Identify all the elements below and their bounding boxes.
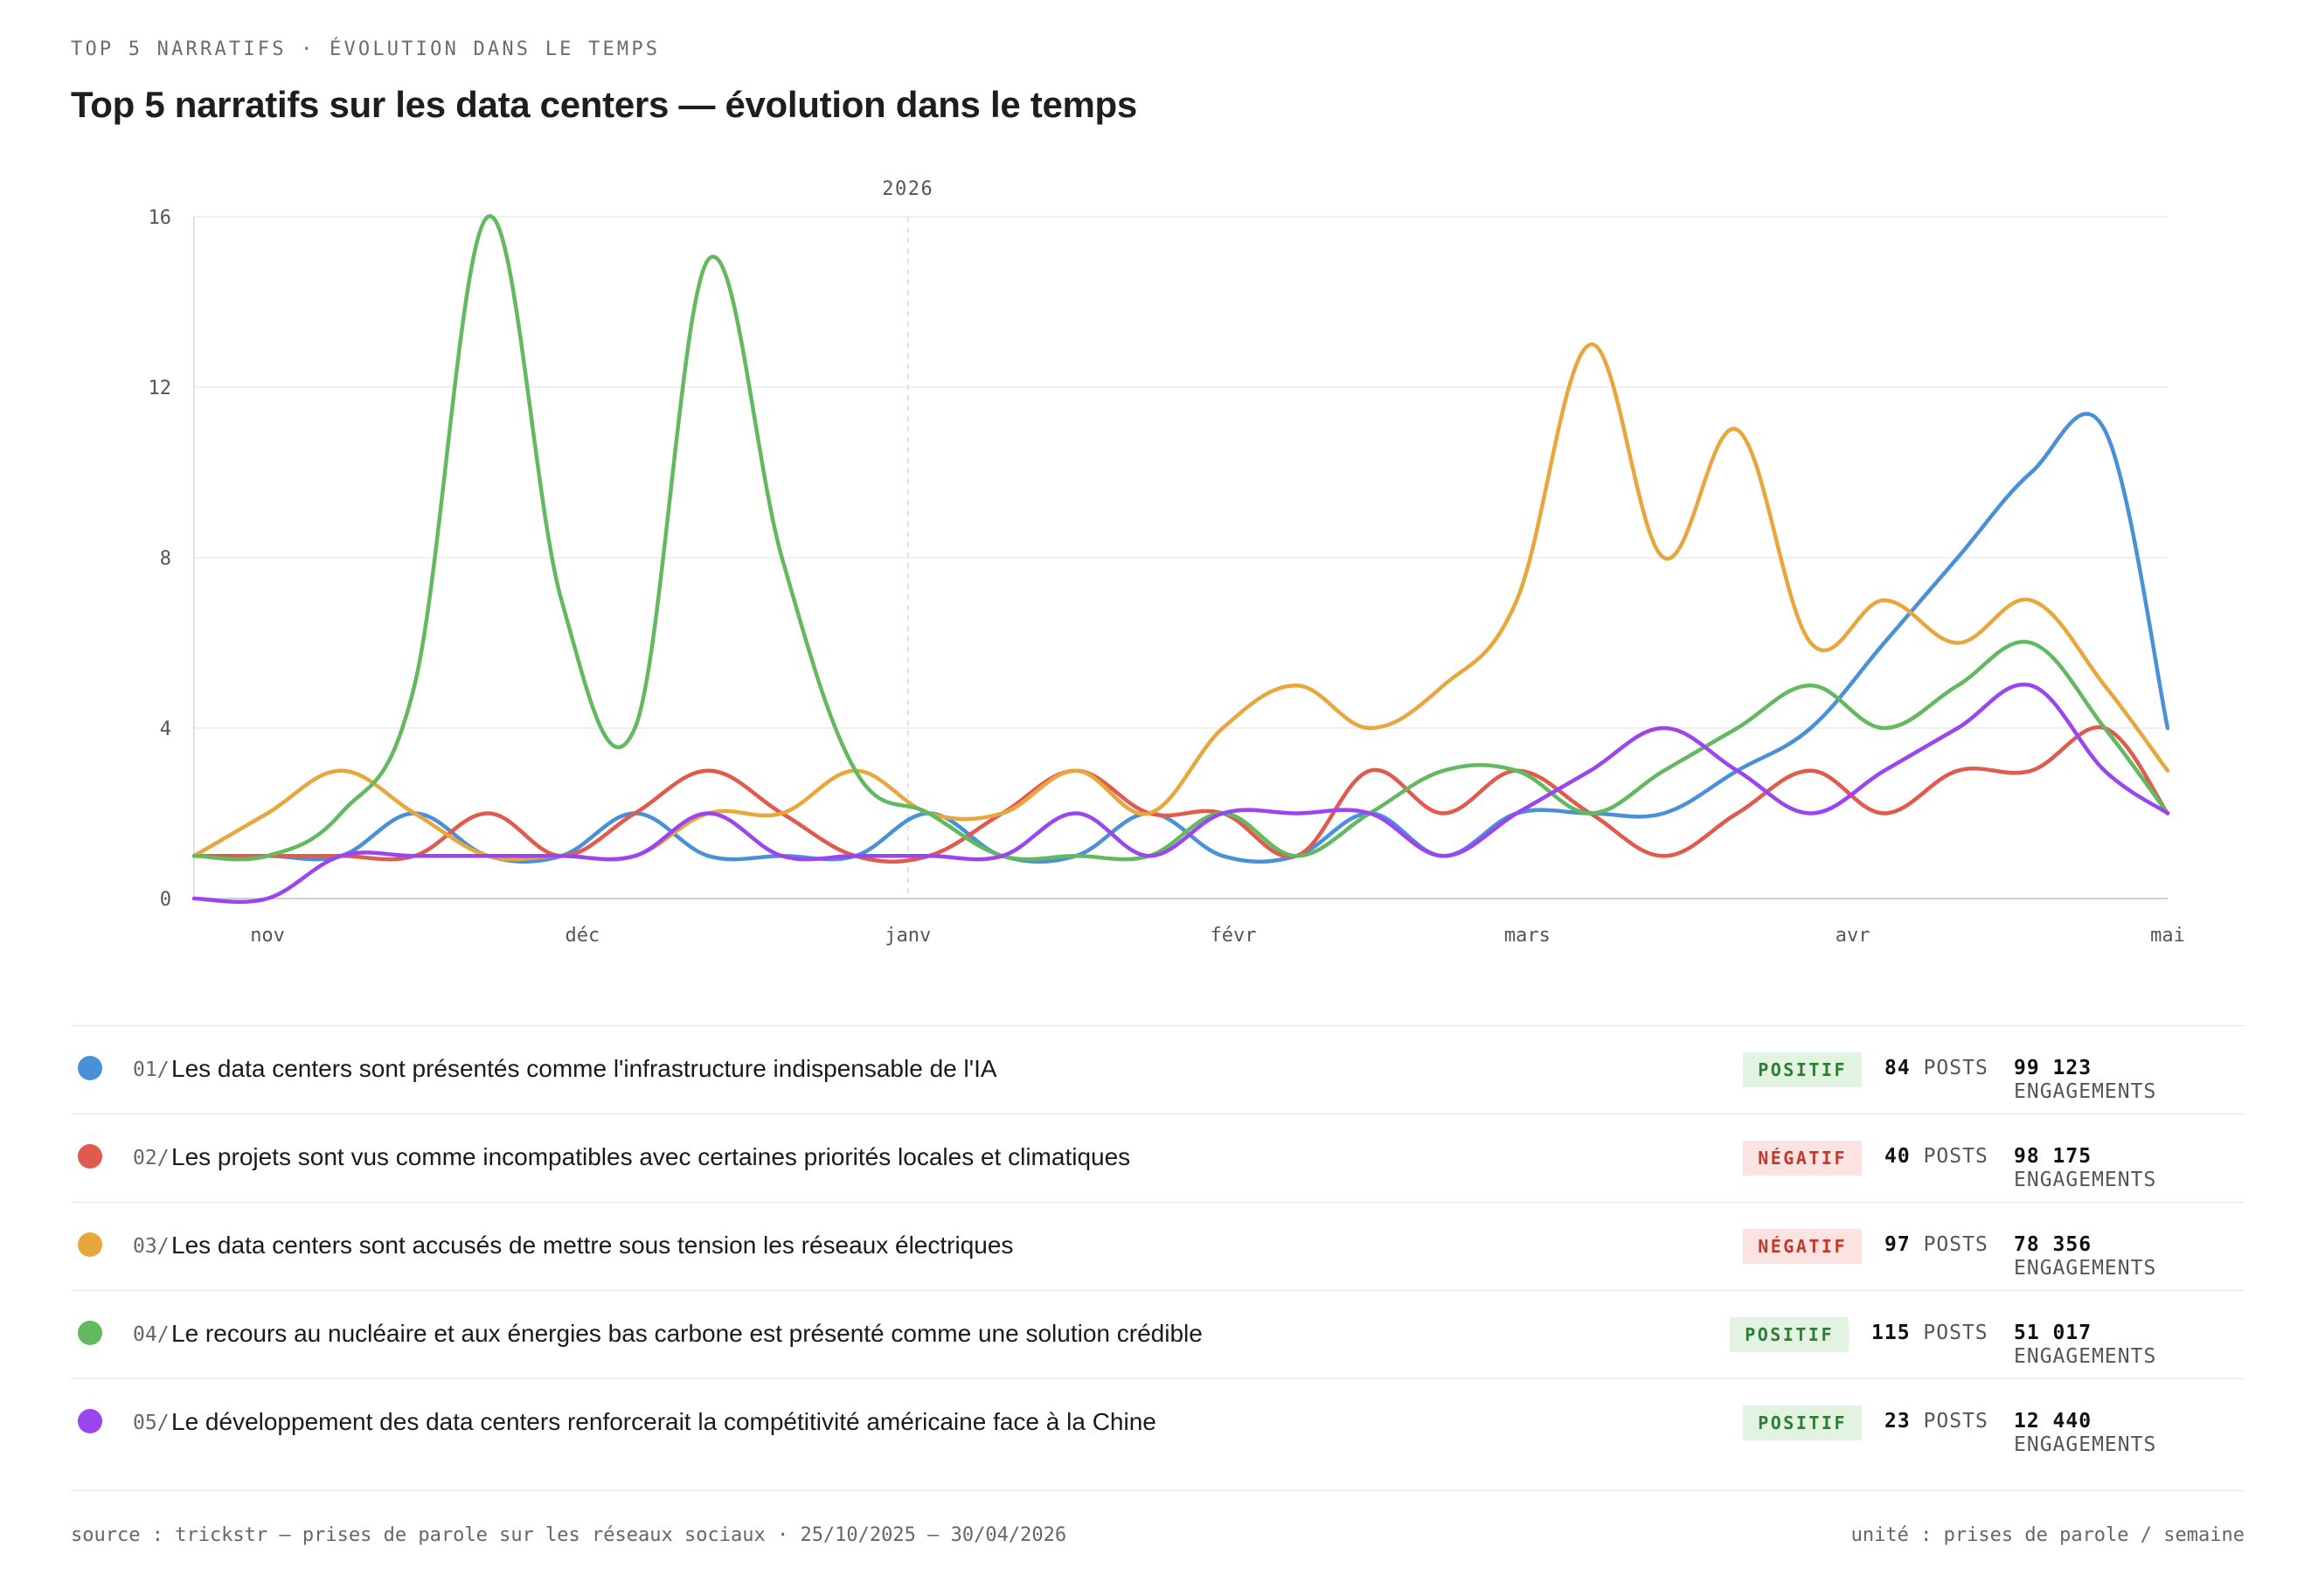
legend-row: 02/Les projets sont vus comme incompatib…	[71, 1114, 2245, 1202]
series-line-03	[191, 343, 2170, 862]
posts-count: 115 POSTS	[1871, 1322, 1988, 1344]
legend-row: 05/Le développement des data centers ren…	[71, 1378, 2245, 1467]
posts-count: 84 POSTS	[1884, 1057, 1988, 1079]
series-line-05	[191, 682, 2170, 905]
engagements-value: 99 123	[2014, 1057, 2092, 1079]
posts-value: 40	[1884, 1145, 1911, 1168]
x-tick-label: mars	[1504, 925, 1551, 947]
engagements-unit: ENGAGEMENTS	[2014, 1257, 2157, 1280]
series-color-dot	[78, 1409, 102, 1433]
engagements-unit: ENGAGEMENTS	[2014, 1433, 2157, 1456]
narrative-label: Les projets sont vus comme incompatibles…	[171, 1143, 1131, 1170]
engagements-count: 51 017 ENGAGEMENTS	[2014, 1322, 2156, 1369]
line-chart: 0 4 8 12 16 2026 nov déc janv févr mars avr mai	[149, 178, 2185, 947]
posts-count: 40 POSTS	[1884, 1145, 1988, 1168]
series-line-01	[191, 412, 2170, 864]
posts-unit: POSTS	[1923, 1057, 1988, 1079]
sentiment-badge: POSITIF	[1743, 1052, 1862, 1087]
narrative-index: 05/	[133, 1412, 170, 1434]
engagements-count: 99 123 ENGAGEMENTS	[2014, 1057, 2156, 1104]
engagements-value: 12 440	[2014, 1410, 2092, 1433]
y-tick-label: 0	[160, 889, 171, 911]
chart-title: Top 5 narratifs sur les data centers — é…	[71, 84, 1137, 125]
legend-row: 04/Le recours au nucléaire et aux énergi…	[71, 1290, 2245, 1378]
x-tick-label: avr	[1836, 925, 1870, 947]
chart-eyebrow: TOP 5 NARRATIFS · ÉVOLUTION DANS LE TEMP…	[71, 38, 661, 60]
narrative-label: Les data centers sont présentés comme l'…	[171, 1055, 997, 1082]
sentiment-badge: NÉGATIF	[1743, 1229, 1862, 1264]
posts-value: 84	[1884, 1057, 1911, 1079]
posts-value: 115	[1871, 1322, 1911, 1344]
x-tick-label: mai	[2150, 925, 2185, 947]
narrative-label: Les data centers sont accusés de mettre …	[171, 1232, 1014, 1259]
posts-value: 97	[1884, 1233, 1911, 1256]
series-color-dot	[78, 1056, 102, 1080]
engagements-value: 98 175	[2014, 1145, 2092, 1168]
narrative-label: Le recours au nucléaire et aux énergies …	[171, 1320, 1203, 1347]
unit-note: unité : prises de parole / semaine	[1850, 1524, 2245, 1546]
posts-count: 97 POSTS	[1884, 1233, 1988, 1256]
engagements-unit: ENGAGEMENTS	[2014, 1345, 2157, 1368]
series-line-04	[191, 214, 2170, 862]
narrative-label: Le développement des data centers renfor…	[171, 1408, 1156, 1435]
engagements-count: 98 175 ENGAGEMENTS	[2014, 1145, 2156, 1192]
footer-divider	[71, 1490, 2245, 1491]
posts-unit: POSTS	[1923, 1233, 1988, 1256]
sentiment-badge: NÉGATIF	[1743, 1141, 1862, 1176]
x-tick-label: janv	[885, 925, 931, 947]
series-color-dot	[78, 1321, 102, 1345]
narrative-index: 01/	[133, 1058, 170, 1081]
series-color-dot	[78, 1144, 102, 1169]
posts-unit: POSTS	[1923, 1322, 1988, 1344]
narrative-index: 04/	[133, 1323, 170, 1346]
sentiment-badge: POSITIF	[1730, 1317, 1849, 1352]
y-tick-label: 4	[160, 718, 171, 740]
y-tick-label: 8	[160, 548, 171, 570]
narrative-legend: 01/Les data centers sont présentés comme…	[71, 1025, 2245, 1467]
sentiment-badge: POSITIF	[1743, 1405, 1862, 1440]
engagements-unit: ENGAGEMENTS	[2014, 1080, 2157, 1103]
posts-count: 23 POSTS	[1884, 1410, 1988, 1433]
narrative-index: 03/	[133, 1235, 170, 1258]
engagements-unit: ENGAGEMENTS	[2014, 1169, 2157, 1191]
engagements-value: 51 017	[2014, 1322, 2092, 1344]
source-note: source : trickstr — prises de parole sur…	[71, 1524, 1067, 1546]
x-tick-label: déc	[566, 925, 600, 947]
engagements-count: 12 440 ENGAGEMENTS	[2014, 1410, 2156, 1457]
posts-unit: POSTS	[1923, 1145, 1988, 1168]
engagements-count: 78 356 ENGAGEMENTS	[2014, 1233, 2156, 1280]
x-tick-label: févr	[1211, 925, 1257, 947]
x-tick-label: nov	[250, 925, 285, 947]
series-color-dot	[78, 1232, 102, 1257]
legend-row: 01/Les data centers sont présentés comme…	[71, 1025, 2245, 1114]
y-tick-label: 12	[149, 378, 172, 399]
posts-value: 23	[1884, 1410, 1911, 1433]
legend-row: 03/Les data centers sont accusés de mett…	[71, 1202, 2245, 1290]
narrative-index: 02/	[133, 1147, 170, 1169]
y-tick-label: 16	[149, 207, 172, 229]
engagements-value: 78 356	[2014, 1233, 2092, 1256]
posts-unit: POSTS	[1923, 1410, 1988, 1433]
year-marker-label: 2026	[882, 178, 933, 200]
